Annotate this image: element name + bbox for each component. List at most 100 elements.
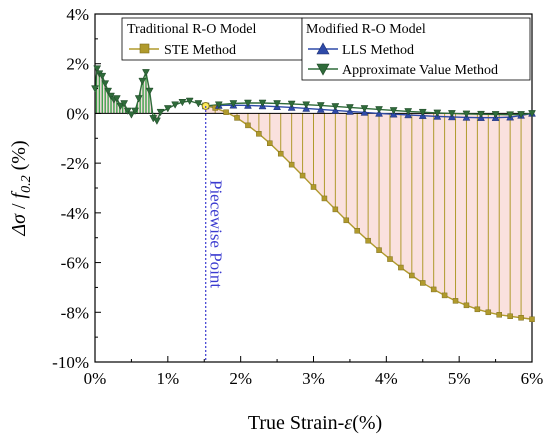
avm-data-point <box>517 111 525 119</box>
avm-data-point <box>229 100 238 108</box>
y-axis-title-slash: / <box>8 198 30 214</box>
legend-box-traditional <box>121 17 303 61</box>
ste-data-point <box>376 247 382 253</box>
ste-data-point <box>452 298 459 304</box>
legend-lls-label: LLS Method <box>342 43 414 58</box>
avm-data-point <box>302 101 311 109</box>
avm-data-point <box>258 99 267 108</box>
ste-data-point <box>299 172 306 179</box>
avm-data-point <box>134 95 143 103</box>
avm-data-point <box>93 65 102 73</box>
avm-data-point <box>404 108 413 116</box>
avm-data-point <box>123 107 132 115</box>
x-axis-title-unit: (%) <box>352 412 382 434</box>
avm-data-point <box>131 107 139 115</box>
ste-data-point <box>420 280 426 286</box>
avm-data-point <box>447 110 456 118</box>
ste-data-point <box>441 292 448 299</box>
x-axis-title-symbol: ε <box>344 412 352 434</box>
legend: Traditional R-O Model STE Method Modifie… <box>121 17 531 81</box>
legend-lls-marker <box>316 42 330 55</box>
avm-data-point <box>152 117 161 125</box>
avm-data-point <box>477 110 485 119</box>
x-tick-label: 3% <box>302 369 325 388</box>
avm-data-point <box>273 100 282 108</box>
ste-data-point <box>332 206 339 213</box>
y-axis-title-sub: 0.2 <box>19 175 34 193</box>
avm-data-point <box>107 92 115 101</box>
x-axis-title: True Strain-ε(%) <box>248 412 382 434</box>
avm-data-point <box>104 87 113 96</box>
x-tick-label: 1% <box>156 369 179 388</box>
y-tick-label: -2% <box>61 154 89 173</box>
ste-data-point <box>310 184 317 190</box>
avm-data-point <box>528 110 536 118</box>
markers-layer <box>91 65 536 322</box>
avm-data-point <box>491 111 500 119</box>
avm-data-point <box>156 108 165 117</box>
ste-error-area <box>205 105 532 320</box>
ste-data-point <box>354 228 360 234</box>
avm-data-point <box>194 100 203 108</box>
x-axis-title-text: True Strain- <box>248 412 344 434</box>
ste-data-point <box>234 115 240 121</box>
ste-data-point <box>398 264 404 271</box>
avm-data-point <box>98 72 107 81</box>
avm-data-point <box>375 106 383 114</box>
ste-data-point <box>223 109 229 115</box>
avm-data-point <box>91 85 99 93</box>
avm-data-point <box>506 111 515 119</box>
legend-ste-label: STE Method <box>164 43 236 58</box>
ste-data-point <box>409 272 415 279</box>
ste-data-point <box>321 195 328 202</box>
ste-data-point <box>518 315 524 321</box>
y-axis-title: Δσ / f0.2 (%) <box>8 140 34 236</box>
legend-group2-title: Modified R-O Model <box>306 22 426 37</box>
y-axis-title-f: f <box>8 190 30 198</box>
x-tick-label: 6% <box>521 369 544 388</box>
avm-data-point <box>462 110 471 118</box>
avm-data-point <box>331 103 340 111</box>
legend-group1-title: Traditional R-O Model <box>127 22 256 37</box>
ste-data-point <box>463 302 470 309</box>
legend-ste-marker <box>139 43 150 54</box>
y-tick-label: -4% <box>61 204 89 223</box>
avm-data-point <box>163 105 172 113</box>
ste-data-point <box>256 131 262 137</box>
avm-data-point <box>171 101 180 109</box>
avm-data-point <box>287 100 296 109</box>
avm-data-point <box>178 98 187 107</box>
ste-data-point <box>496 312 502 318</box>
avm-data-point <box>345 104 354 112</box>
avm-data-point <box>214 101 223 109</box>
piecewise-point-label: Piecewise Point <box>207 180 226 288</box>
ste-data-point <box>277 150 284 157</box>
legend-avm-marker <box>316 63 330 76</box>
ste-data-point <box>267 140 273 147</box>
y-tick-label: 2% <box>66 55 89 74</box>
ste-data-point <box>288 161 295 168</box>
ste-data-point <box>474 306 481 313</box>
y-tick-label: 4% <box>66 5 89 24</box>
avm-data-point <box>116 102 125 110</box>
avm-data-point <box>360 105 369 113</box>
legend-avm-label: Approximate Value Method <box>342 63 498 78</box>
fill-layer <box>95 68 533 320</box>
ste-data-point <box>430 286 437 293</box>
y-axis-title-unit: (%) <box>8 140 30 170</box>
ste-data-point <box>365 237 371 244</box>
avm-data-point <box>185 97 194 106</box>
x-tick-label: 4% <box>375 369 398 388</box>
legend-box-modified <box>301 17 531 81</box>
avm-data-point <box>145 87 154 96</box>
ste-data-point <box>529 316 535 322</box>
ste-data-point <box>507 313 513 320</box>
avm-data-point <box>316 102 325 110</box>
ste-data-point <box>245 122 251 129</box>
avm-data-point <box>101 80 110 88</box>
tick-layer: 0% 1% 2% 3% 4% 5% 6% 4% 2% 0% -2% -4% -6% -8% -10% <box>52 5 543 388</box>
avm-data-point <box>418 108 427 117</box>
avm-data-point <box>244 99 252 108</box>
